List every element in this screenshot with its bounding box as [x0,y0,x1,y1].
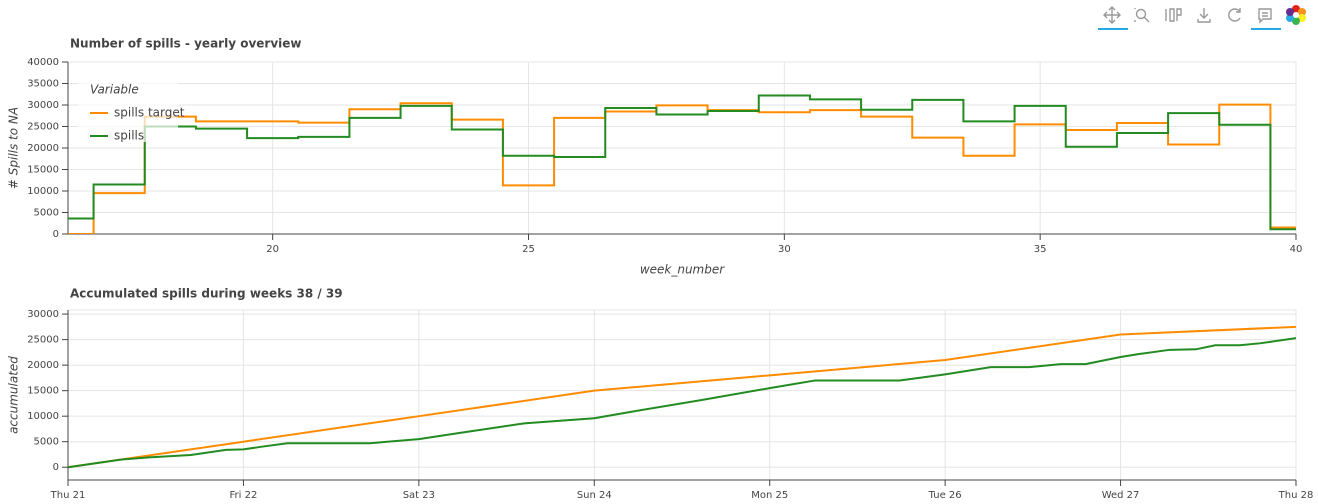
active-indicator [1098,28,1128,30]
x-tick-label: Tue 26 [928,490,962,500]
line [68,337,1296,469]
step-line [68,94,1296,231]
y-tick-label: 10000 [27,411,59,422]
box-zoom-tool[interactable] [1165,8,1182,22]
y-tick-label: 30000 [27,100,59,111]
y-tick-label: 0 [53,229,59,240]
x-tick-label: Fri 22 [230,490,258,500]
legend: Variable spills target spills [78,72,185,143]
x-tick-label: 35 [1034,244,1047,255]
x-tick-label: Wed 27 [1102,490,1140,500]
zoom-tool[interactable] [1134,8,1150,23]
x-tick-label: 25 [522,244,535,255]
y-tick-label: 30000 [27,309,59,320]
y-tick-label: 15000 [27,165,59,176]
y-tick-label: 25000 [27,122,59,133]
line [68,325,1296,469]
y-tick-label: 40000 [27,57,59,68]
reset-tool[interactable] [1228,8,1241,22]
x-tick-label: Sun 24 [577,490,612,500]
x-tick-label: Thu 28 [1278,490,1314,500]
legend-title: Variable [90,83,139,97]
y-tick-label: 0 [53,462,59,473]
y-tick-label: 15000 [27,386,59,397]
active-indicator [1251,28,1281,30]
y-tick-label: 20000 [27,360,59,371]
plot-lines [68,94,1296,234]
legend-box [78,72,178,142]
chart: Number of spills - yearly overview 0 5000 1… [7,37,1303,277]
x-tick-label: 30 [778,244,791,255]
y-tick-label: 5000 [34,208,59,219]
y-tick-label: 35000 [27,79,59,90]
toolbar [1098,5,1306,30]
chart: Accumulated spills during weeks 38 / 39 0… [7,287,1314,502]
y-tick-label: 10000 [27,186,59,197]
legend-label: spills [114,129,144,143]
y-axis-label: accumulated [7,356,21,434]
x-tick-label: 20 [266,244,279,255]
x-tick-label: Sat 23 [403,490,435,500]
hover-tool[interactable] [1258,8,1272,24]
y-axis-label: # Spills to NA [7,107,21,189]
save-tool[interactable] [1197,8,1211,23]
step-line [68,102,1296,234]
chart-title: Number of spills - yearly overview [70,37,301,51]
y-tick-label: 20000 [27,143,59,154]
legend-label: spills target [114,106,185,120]
chart-title: Accumulated spills during weeks 38 / 39 [70,287,343,301]
bokeh-logo[interactable] [1286,5,1306,25]
y-tick-label: 5000 [34,437,59,448]
pan-tool[interactable] [1103,6,1121,24]
y-tick-label: 25000 [27,335,59,346]
x-tick-label: 40 [1290,244,1303,255]
x-tick-label: Mon 25 [751,490,788,500]
plot-lines [68,325,1296,469]
x-axis-label: week_number [640,263,725,277]
x-tick-label: Thu 21 [50,490,86,500]
